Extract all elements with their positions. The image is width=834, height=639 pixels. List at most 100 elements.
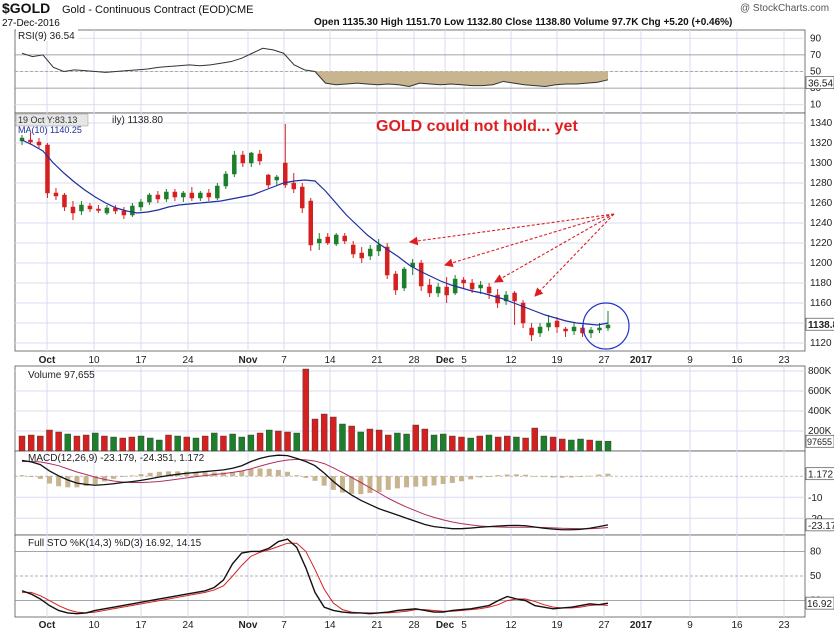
macd-histogram-bar: [550, 476, 556, 478]
macd-histogram-bar: [339, 476, 345, 493]
candle-body: [546, 322, 551, 328]
symbol-label: $GOLD: [2, 0, 50, 16]
macd-histogram-bar: [404, 476, 410, 488]
volume-bar: [320, 413, 328, 452]
volume-current-box: [805, 434, 834, 448]
price-tick-label: 1280: [810, 178, 833, 189]
volume-bar: [46, 429, 53, 452]
macd-histogram-bar: [541, 476, 547, 478]
candle-body: [257, 153, 263, 162]
volume-bar: [275, 430, 282, 452]
macd-histogram-bar: [532, 475, 538, 477]
volume-bar: [559, 438, 566, 452]
price-tick-label: 1340: [810, 118, 833, 129]
candle-body: [461, 279, 466, 284]
macd-histogram-bar: [358, 476, 364, 495]
candle-body: [181, 192, 186, 198]
candle-body: [198, 192, 203, 199]
macd-histogram-bar: [587, 475, 593, 477]
annotation-arrow: [443, 213, 615, 267]
volume-bar: [412, 424, 419, 452]
candle-body: [563, 328, 568, 332]
candle-body: [206, 192, 212, 198]
candle-body: [503, 294, 509, 302]
x-tick-label: 21: [371, 620, 383, 631]
candle-body: [300, 186, 305, 209]
volume-current-label: 97655: [807, 437, 832, 447]
x-tick-label: 10: [88, 620, 100, 631]
macd-histogram-bar: [83, 476, 89, 487]
candle-body: [418, 262, 424, 287]
stochastic-panel: 80502016.92: [15, 538, 834, 615]
x-tick-label: Nov: [239, 620, 258, 631]
x-tick-label: 24: [182, 620, 194, 631]
volume-bar: [165, 434, 172, 452]
macd-histogram-bar: [101, 476, 107, 482]
volume-tick-label: 200K: [808, 426, 832, 437]
macd-histogram-bar: [230, 472, 236, 477]
candle-body: [274, 176, 280, 181]
x-tick-label: 17: [135, 620, 147, 631]
volume-bar: [137, 435, 145, 452]
candle-body: [512, 292, 517, 302]
macd-histogram-bar: [513, 474, 519, 477]
volume-bar: [513, 436, 520, 452]
macd-histogram-bar: [422, 476, 428, 487]
x-tick-label: 9: [687, 355, 693, 366]
x-tick-label: 28: [408, 355, 420, 366]
volume-bar: [18, 435, 26, 452]
x-tick-label: Dec: [436, 620, 455, 631]
macd-histogram-bar: [495, 475, 501, 477]
macd-histogram-bar: [166, 471, 171, 477]
highlight-circle: [582, 302, 630, 350]
tooltip-text: 19 Oct Y:83.13: [18, 115, 77, 125]
x-tick-label: 12: [505, 620, 517, 631]
candle-body: [53, 192, 59, 197]
sto-tick-label: 80: [810, 546, 822, 557]
candle-body: [571, 326, 577, 332]
volume-bar: [348, 425, 355, 452]
annotation-arrow: [534, 213, 615, 297]
volume-bar: [64, 433, 71, 452]
volume-bar: [302, 368, 310, 452]
volume-bar: [366, 428, 374, 452]
rsi-tick-label: 90: [810, 33, 822, 44]
volume-bar: [357, 431, 364, 452]
candle-body: [249, 152, 254, 164]
volume-bar: [37, 435, 44, 452]
candle-body: [130, 205, 135, 216]
macd-histogram-bar: [413, 476, 419, 487]
candle-body: [350, 244, 356, 255]
candle-body: [469, 282, 475, 290]
volume-bar: [101, 435, 108, 452]
sto-tick-label: 50: [810, 571, 822, 582]
volume-bar: [430, 434, 438, 452]
ma10-line: [21, 139, 609, 326]
x-tick-label: 19: [551, 355, 563, 366]
volume-bar: [485, 434, 493, 452]
x-tick-label: 16: [731, 355, 743, 366]
candle-body: [223, 173, 229, 187]
volume-bar: [146, 437, 154, 452]
volume-bar: [467, 437, 474, 452]
panel-price: [14, 112, 806, 352]
sto-k-line: [21, 538, 609, 615]
candle-body: [104, 207, 110, 214]
volume-bar: [531, 427, 538, 452]
rsi-current-box: [805, 76, 834, 89]
volume-bar: [256, 432, 264, 452]
panel-backgrounds: [14, 29, 806, 618]
macd-histogram-bar: [138, 474, 144, 477]
macd-histogram-bar: [285, 471, 291, 477]
macd-histogram-bar: [147, 472, 153, 477]
price-panel: 1340 1320 1300 1280 1260 1240 1220 1200 1180 1160…: [15, 118, 834, 350]
x-tick-label: 21: [371, 355, 383, 366]
macd-histogram-bar: [385, 476, 391, 490]
volume-bar: [110, 436, 117, 452]
candle-body: [342, 235, 347, 242]
macd-signal-line: [22, 458, 609, 530]
macd-histogram-bar: [193, 472, 199, 477]
volume-bar: [27, 434, 35, 452]
price-tick-label: 1320: [810, 138, 833, 149]
candle-body: [316, 238, 322, 244]
